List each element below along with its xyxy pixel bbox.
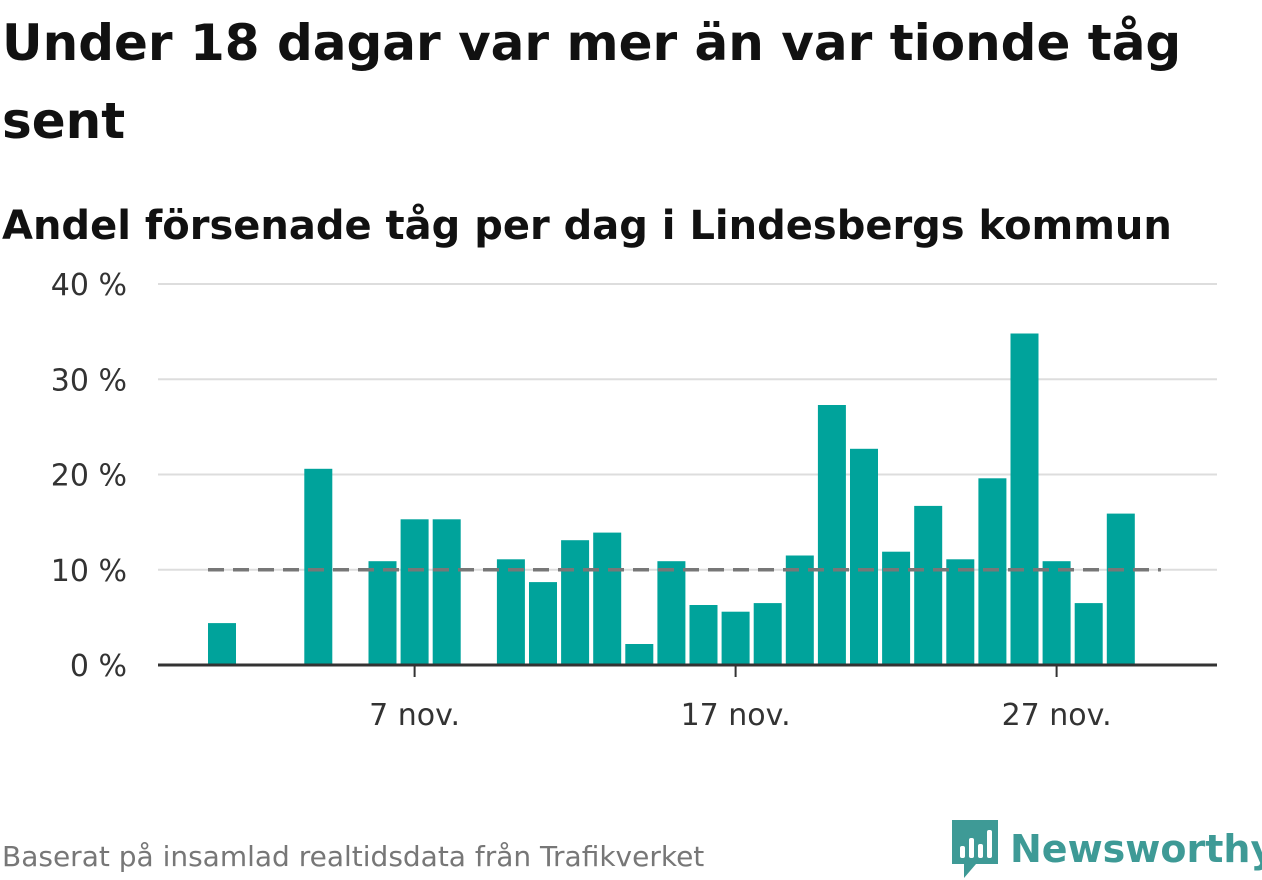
bar [978, 478, 1007, 665]
bar [529, 582, 557, 665]
bar [689, 605, 718, 665]
bar [1106, 513, 1135, 665]
x-tick-label: 27 nov. [1002, 698, 1112, 733]
y-tick-label: 20 % [51, 459, 127, 494]
x-tick-label: 7 nov. [369, 698, 460, 733]
brand-logo[interactable]: Newsworthy [950, 818, 1262, 880]
bar [561, 540, 590, 665]
bar [946, 559, 975, 665]
bar [657, 561, 686, 665]
y-tick-label: 10 % [51, 554, 127, 589]
bar [593, 532, 622, 665]
y-axis-ticks: 0 % 10 % 20 % 30 % 40 % [51, 268, 127, 684]
bar [1042, 561, 1071, 665]
chart-title: Under 18 dagar var mer än var tionde tåg… [2, 14, 1182, 150]
x-tick-label: 17 nov. [681, 698, 791, 733]
bar [785, 555, 814, 665]
chart-subtitle: Andel försenade tåg per dag i Lindesberg… [2, 203, 1172, 249]
bar-chart: 0 % 10 % 20 % 30 % 40 % 7 nov. 17 nov. 27 nov. [51, 268, 1217, 733]
brand-name: Newsworthy [1010, 827, 1262, 871]
bar [1074, 603, 1103, 665]
x-axis-ticks: 7 nov. 17 nov. 27 nov. [369, 665, 1112, 733]
bar [850, 448, 878, 665]
bar [914, 505, 943, 665]
bar [368, 561, 397, 665]
bar [208, 623, 236, 665]
bar [625, 644, 654, 665]
bars [208, 333, 1135, 665]
bar [721, 611, 750, 665]
newsworthy-logo-icon [952, 820, 998, 878]
bar [496, 559, 525, 665]
y-tick-label: 30 % [51, 363, 127, 398]
y-tick-label: 0 % [70, 649, 127, 684]
source-note: Baserat på insamlad realtidsdata från Tr… [2, 840, 705, 873]
bar [753, 603, 782, 665]
bar [432, 519, 461, 665]
y-tick-label: 40 % [51, 268, 127, 303]
bar [304, 468, 333, 665]
bar [1010, 333, 1039, 665]
bar [817, 405, 846, 665]
bar [400, 519, 429, 665]
